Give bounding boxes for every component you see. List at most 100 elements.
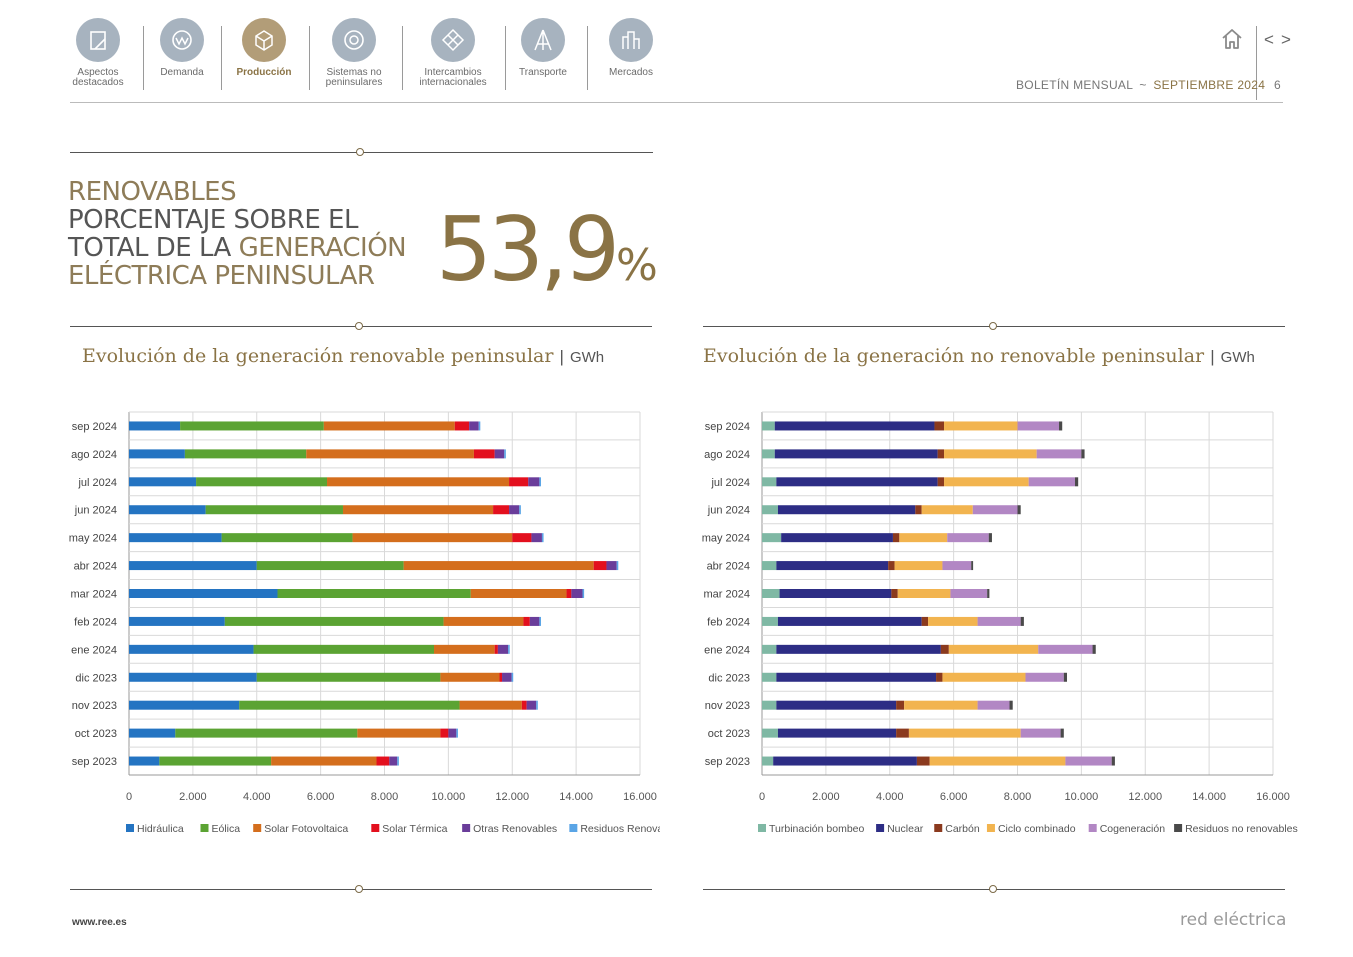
headline-line-3a: TOTAL DE LA [68,233,239,263]
x-tick-label: 12.000 [1128,791,1162,803]
x-tick-label: 6.000 [940,791,968,803]
headline-line-2: PORCENTAJE SOBRE EL [68,205,358,235]
bar-segment [762,644,777,654]
bar-segment [904,700,978,710]
home-icon[interactable] [1220,28,1244,50]
bar-segment [129,756,160,766]
bar-segment [937,477,945,487]
bar-segment [508,644,510,654]
legend-swatch [1174,824,1183,832]
bar-segment [896,728,909,738]
bar-segment [129,728,176,738]
chart-unit: GWh [1220,349,1255,366]
bar-segment [253,644,435,654]
bar-segment [129,449,185,459]
bar-segment [454,421,470,431]
nav-item-transport[interactable]: Transporte [498,18,588,78]
bar-segment [129,533,222,543]
y-category-label: jun 2024 [707,505,750,517]
bar-segment [448,728,457,738]
bar-segment [1028,477,1075,487]
legend-swatch [569,824,578,832]
bar-segment [977,616,1021,626]
legend-label: Cogeneración [1100,823,1166,835]
bar-segment [512,533,532,543]
bar-segment [781,533,893,543]
bar-segment [271,756,377,766]
nav-item-non-peninsular[interactable]: Sistemas no peninsulares [309,18,399,88]
renewable-generation-chart: 0 2.000 4.000 6.000 8.000 10.000 12.000 14.000 1… [69,411,660,835]
bar-segment [539,616,541,626]
bar-segment [1060,728,1064,738]
bar-segment [762,700,777,710]
bulletin-month: SEPTIEMBRE 2024 [1153,78,1266,92]
bar-segment [762,672,777,682]
nav-separator [143,26,144,90]
bar-segment [1074,477,1079,487]
nav-item-label: Aspectos destacados [72,67,124,88]
bar-segment [776,644,941,654]
y-category-label: feb 2024 [74,616,117,628]
bar-segment [519,505,521,515]
x-tick-label: 0 [759,791,765,803]
nav-item-highlights[interactable]: Aspectos destacados [53,18,143,88]
nav-item-markets[interactable]: Mercados [586,18,676,78]
nav-item-demand[interactable]: Demanda [137,18,227,78]
renewables-headline: RENOVABLES PORCENTAJE SOBRE EL TOTAL DE … [68,178,407,290]
bar-segment [1038,644,1093,654]
bar-segment [443,616,524,626]
next-page-button[interactable]: > [1281,30,1291,49]
bar-segment [921,505,973,515]
bar-segment [776,561,889,571]
highlights-icon [76,18,120,62]
bar-segment [944,449,1037,459]
bulletin-label: BOLETÍN MENSUAL ~ SEPTIEMBRE 2024 [1016,78,1265,92]
bar-segment [1063,672,1068,682]
legend-swatch [758,824,766,832]
bar-segment [1017,421,1060,431]
x-tick-label: 10.000 [432,791,466,803]
bar-segment [762,756,774,766]
bar-segment [934,421,945,431]
bar-segment [129,700,240,710]
bar-segment [977,700,1010,710]
bar-segment [762,449,775,459]
brand-logo: red eléctrica [1180,910,1287,930]
nav-item-label: Sistemas no peninsulares [325,67,383,88]
bar-segment [541,533,544,543]
bar-segment [509,505,520,515]
nav-item-exchanges[interactable]: Intercambios internacionales [408,18,498,88]
x-tick-label: 2.000 [179,791,207,803]
bar-segment [129,477,197,487]
header-divider [1256,26,1257,100]
x-tick-label: 8.000 [1004,791,1032,803]
bar-segment [523,616,530,626]
bar-segment [896,700,905,710]
x-tick-label: 14.000 [1192,791,1226,803]
prev-page-button[interactable]: < [1264,30,1274,49]
bar-segment [908,728,1021,738]
footer-url[interactable]: www.ree.es [72,917,127,928]
bar-segment [947,533,989,543]
nav-item-production[interactable]: Producción [219,18,309,78]
bar-segment [494,644,498,654]
bar-segment [1092,644,1096,654]
bar-segment [777,728,897,738]
markets-icon [609,18,653,62]
legend-label: Hidráulica [137,823,184,835]
y-category-label: sep 2024 [72,421,117,433]
y-category-label: jul 2024 [77,477,117,489]
bar-segment [762,533,782,543]
headline-line-3b: GENERACIÓN [238,233,407,263]
bar-segment [376,756,390,766]
bar-segment [1025,672,1064,682]
x-tick-label: 6.000 [307,791,335,803]
bar-segment [529,616,540,626]
bar-segment [948,644,1039,654]
legend-swatch [986,824,995,832]
bar-segment [239,700,460,710]
bar-segment [306,449,474,459]
renewables-percentage: 53,9% [436,200,658,316]
bar-segment [779,589,892,598]
bar-segment [342,505,494,515]
